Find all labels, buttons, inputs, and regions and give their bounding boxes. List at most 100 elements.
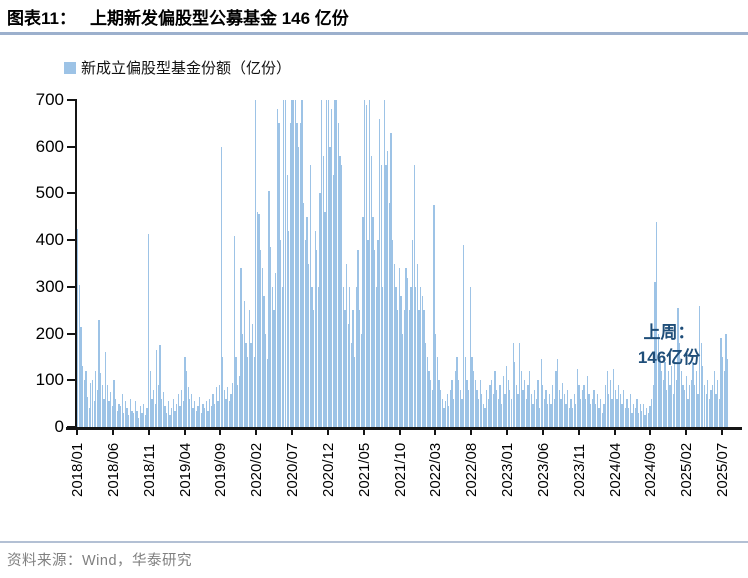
bar — [329, 146, 331, 427]
bar — [725, 333, 727, 427]
bar — [185, 370, 188, 427]
y-axis-labels: 0 100 200 300 400 500 600 700 — [0, 91, 64, 435]
bar — [591, 399, 593, 427]
bar — [222, 356, 224, 427]
bar — [167, 401, 170, 427]
bar — [344, 310, 346, 427]
bar — [218, 385, 221, 427]
bar — [555, 370, 557, 427]
bar — [105, 352, 107, 427]
bar — [441, 399, 443, 427]
bar — [707, 380, 709, 427]
bar — [289, 123, 292, 427]
bar — [408, 310, 410, 427]
x-tick-label: 2022/08 — [463, 442, 481, 497]
x-tick-label: 2023/01 — [499, 442, 517, 497]
bar — [601, 413, 603, 427]
bar — [466, 380, 468, 427]
bar — [113, 380, 115, 427]
x-tick-mark — [183, 430, 186, 435]
page-title: 图表11： 上期新发偏股型公募基金 146 亿份 — [7, 4, 740, 29]
bar — [502, 375, 504, 427]
bar — [695, 370, 697, 427]
bar — [103, 399, 105, 427]
bar — [314, 230, 316, 427]
bar — [283, 100, 285, 427]
bar — [241, 333, 244, 427]
bar — [496, 389, 498, 427]
bar — [532, 403, 534, 427]
bar — [580, 399, 582, 427]
bar — [317, 286, 320, 427]
bar — [86, 396, 89, 427]
bar — [261, 268, 264, 427]
bar — [286, 174, 288, 427]
x-tick-mark — [326, 430, 329, 435]
bar — [590, 403, 592, 427]
x-tick-label: 2020/12 — [319, 442, 337, 497]
bar — [571, 408, 574, 427]
x-tick-mark — [255, 430, 258, 435]
x-tick-mark — [398, 430, 401, 435]
bar — [131, 410, 133, 427]
bar — [472, 370, 475, 427]
bar — [524, 380, 526, 427]
bar — [453, 399, 455, 427]
bar — [151, 399, 153, 427]
y-tick-mark — [67, 379, 75, 382]
bar — [212, 394, 214, 427]
bar — [354, 356, 356, 427]
bar — [637, 413, 640, 427]
bar — [119, 406, 122, 427]
bar — [204, 408, 206, 427]
bar — [108, 401, 110, 427]
bar — [190, 394, 193, 427]
x-tick-label: 2021/05 — [355, 442, 373, 497]
bar — [672, 394, 674, 427]
bar — [507, 380, 509, 427]
bar — [225, 399, 227, 427]
bar — [717, 380, 719, 427]
bar — [476, 389, 478, 427]
bar — [723, 370, 725, 427]
bar — [553, 399, 556, 427]
bar — [636, 399, 638, 427]
bar — [685, 375, 687, 427]
bar — [710, 389, 712, 427]
bar — [388, 202, 391, 427]
bar — [540, 359, 542, 427]
x-tick-label: 2020/07 — [284, 442, 302, 497]
bar — [228, 401, 231, 427]
bar — [657, 333, 659, 427]
bar — [298, 146, 300, 427]
bar — [423, 310, 425, 427]
bar — [101, 385, 104, 427]
bar — [270, 247, 272, 427]
x-tick-mark — [506, 430, 509, 435]
x-tick-label: 2019/09 — [212, 442, 230, 497]
bar — [405, 268, 407, 427]
bar — [547, 403, 549, 427]
x-tick-mark — [577, 430, 580, 435]
bar — [474, 380, 476, 427]
bar — [276, 109, 278, 427]
bar — [568, 408, 570, 427]
x-tick-label: 2024/04 — [606, 442, 624, 497]
bar — [357, 249, 359, 427]
bar — [161, 399, 163, 427]
bar — [240, 268, 242, 427]
bar — [619, 394, 622, 427]
x-axis-labels: 2018/01 2018/06 2018/11 2019/04 2019/09 2020/… — [69, 430, 742, 535]
bar — [324, 212, 326, 427]
annotation-line1: 上周： — [643, 323, 695, 342]
bar — [347, 324, 349, 427]
bar — [118, 403, 120, 427]
bar — [95, 370, 97, 427]
bar — [138, 417, 140, 427]
bar — [566, 389, 569, 427]
bar — [627, 408, 630, 427]
y-tick-label: 0 — [54, 417, 64, 436]
bar — [362, 216, 364, 427]
bar — [253, 356, 255, 427]
bar — [311, 286, 313, 427]
